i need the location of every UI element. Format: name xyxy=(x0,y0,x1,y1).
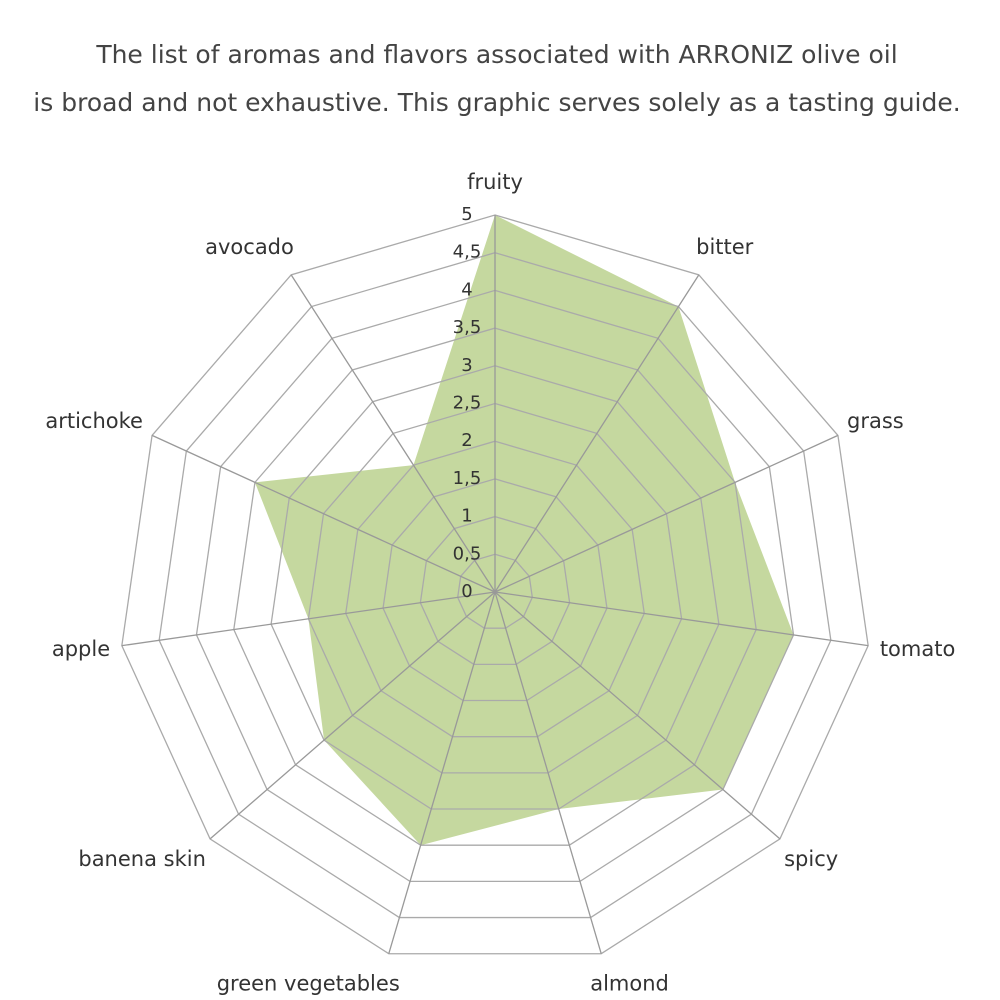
tick-label: 5 xyxy=(461,204,472,225)
tick-label: 4,5 xyxy=(453,242,482,263)
grid-ring xyxy=(307,402,683,774)
spoke xyxy=(388,591,496,954)
tick-label: 3,5 xyxy=(453,317,482,338)
category-label: artichoke xyxy=(45,409,143,433)
category-label: tomato xyxy=(880,637,956,661)
grid-ring xyxy=(158,252,832,919)
category-label: almond xyxy=(590,971,669,995)
grid-ring xyxy=(382,478,608,702)
grid-ring xyxy=(121,214,869,955)
category-label: avocado xyxy=(205,235,294,259)
grid-ring xyxy=(419,515,571,665)
grid-ring xyxy=(270,365,720,810)
tick-label: 0 xyxy=(461,581,472,602)
tick-label: 2,5 xyxy=(453,393,482,414)
category-label: banena skin xyxy=(78,847,206,871)
spoke xyxy=(494,591,869,647)
category-label: grass xyxy=(847,409,904,433)
chart-title: The list of aromas and flavors associate… xyxy=(95,40,897,69)
category-label: bitter xyxy=(696,235,754,259)
tick-label: 0,5 xyxy=(453,543,482,564)
spoke xyxy=(494,434,839,593)
spoke xyxy=(151,434,496,593)
radar-area xyxy=(254,215,794,846)
spoke xyxy=(290,274,496,593)
category-label: apple xyxy=(52,637,110,661)
spoke xyxy=(209,591,496,840)
grid-ring xyxy=(457,553,533,629)
spoke xyxy=(494,591,602,954)
category-label: fruity xyxy=(467,170,523,194)
tick-label: 1,5 xyxy=(453,468,482,489)
spoke xyxy=(121,591,496,647)
grid-ring xyxy=(345,440,645,738)
tick-label: 2 xyxy=(461,430,472,451)
spoke xyxy=(494,591,781,840)
chart-subtitle: is broad and not exhaustive. This graphi… xyxy=(33,88,960,117)
spoke xyxy=(494,274,700,593)
category-label: green vegetables xyxy=(217,971,400,995)
tick-label: 4 xyxy=(461,279,472,300)
tick-label: 1 xyxy=(461,506,472,527)
grid-ring xyxy=(233,327,757,846)
category-label: spicy xyxy=(784,847,838,871)
tick-label: 3 xyxy=(461,355,472,376)
grid-ring xyxy=(195,289,795,883)
